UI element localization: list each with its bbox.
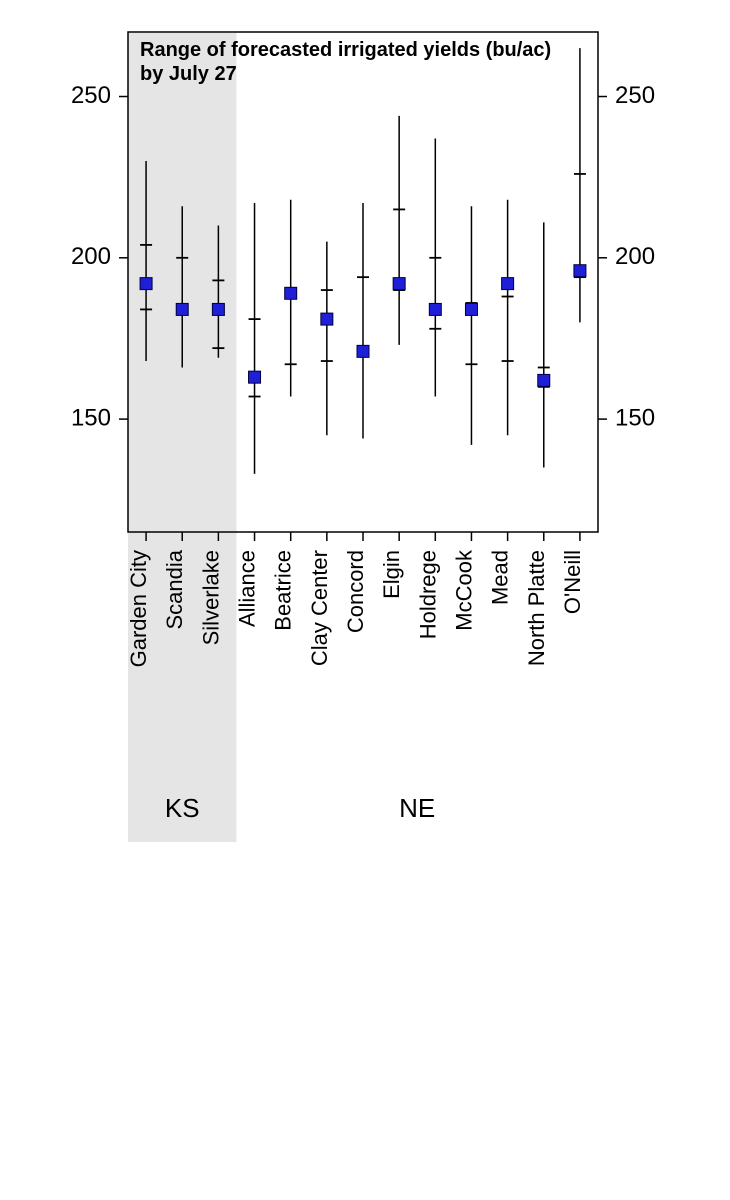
ytick-label-left: 250 (71, 82, 111, 109)
median-marker (393, 278, 405, 290)
median-marker (502, 278, 514, 290)
group-label-ks: KS (165, 793, 200, 823)
ytick-label-right: 250 (615, 82, 655, 109)
median-marker (176, 303, 188, 315)
x-label: McCook (451, 549, 476, 631)
chart-title-line2: by July 27 (140, 63, 237, 85)
x-label: Clay Center (307, 550, 332, 666)
median-marker (357, 345, 369, 357)
x-label: North Platte (524, 550, 549, 666)
median-marker (574, 265, 586, 277)
chart-svg: 150 150 200 200 250 250 Range of forecasted ir… (0, 0, 730, 1200)
median-marker (538, 374, 550, 386)
ytick-label-right: 150 (615, 404, 655, 431)
median-marker (285, 287, 297, 299)
x-label: Holdrege (415, 550, 440, 639)
x-label: Elgin (379, 550, 404, 599)
x-label: Beatrice (271, 550, 296, 631)
median-marker (212, 303, 224, 315)
median-marker (249, 371, 261, 383)
ytick-label-left: 200 (71, 243, 111, 270)
median-marker (140, 278, 152, 290)
x-label: Alliance (235, 550, 260, 627)
x-label: Garden City (126, 550, 151, 667)
median-marker (429, 303, 441, 315)
x-label: Mead (488, 550, 513, 605)
chart-title-line1: Range of forecasted irrigated yields (bu… (140, 39, 551, 61)
x-label: Scandia (162, 549, 187, 629)
ytick-label-right: 200 (615, 243, 655, 270)
yield-range-chart: 150 150 200 200 250 250 Range of forecasted ir… (0, 0, 730, 1200)
median-marker (321, 313, 333, 325)
group-label-ne: NE (399, 793, 435, 823)
x-label: Silverlake (198, 550, 223, 645)
ytick-label-left: 150 (71, 404, 111, 431)
x-label: O'Neill (560, 550, 585, 614)
group-shade-ks (128, 33, 236, 842)
x-label: Concord (343, 550, 368, 633)
median-marker (465, 303, 477, 315)
